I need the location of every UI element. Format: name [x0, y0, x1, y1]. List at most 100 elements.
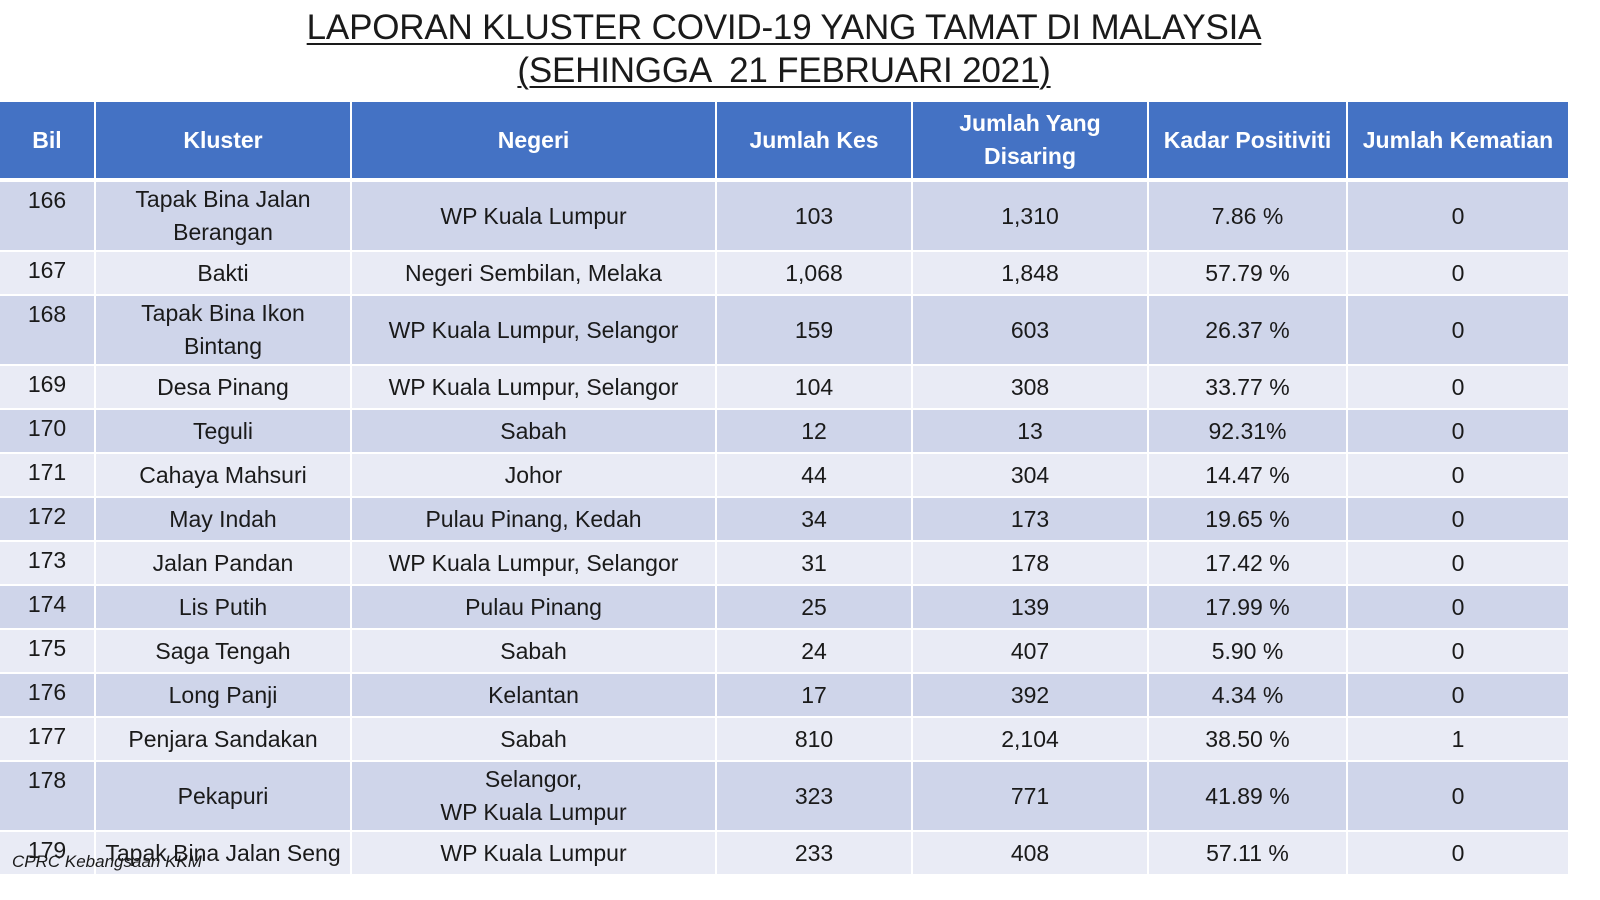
title-line-1: LAPORAN KLUSTER COVID-19 YANG TAMAT DI M… — [306, 8, 1262, 47]
cell-bil: 168 — [0, 295, 96, 366]
header-kluster: Kluster — [95, 102, 352, 182]
header-row: Bil Kluster Negeri Jumlah Kes Jumlah Yan… — [0, 102, 1568, 182]
cell-kluster-line1: Long Panji — [168, 681, 278, 708]
cell-negeri: WP Kuala Lumpur, Selangor — [351, 541, 717, 586]
cell-jumlah-kematian: 0 — [1347, 497, 1568, 542]
cell-kluster: Jalan Pandan — [95, 541, 352, 586]
table-row: 170 Teguli Sabah 12 13 92.31% 0 — [0, 409, 1568, 454]
cell-jumlah-kematian: 0 — [1347, 831, 1568, 876]
cell-jumlah-kematian: 0 — [1347, 409, 1568, 454]
cell-jumlah-disaring: 392 — [912, 673, 1149, 718]
cell-negeri-line1: Johor — [504, 461, 563, 488]
cell-kluster: Long Panji — [95, 673, 352, 718]
cell-negeri: Kelantan — [351, 673, 717, 718]
cell-jumlah-kematian: 0 — [1347, 673, 1568, 718]
cluster-table: Bil Kluster Negeri Jumlah Kes Jumlah Yan… — [0, 102, 1568, 876]
cell-negeri-line1: WP Kuala Lumpur — [440, 839, 627, 866]
table-row: 168 Tapak Bina Ikon Bintang WP Kuala Lumpur… — [0, 295, 1568, 366]
cell-negeri: Johor — [351, 453, 717, 498]
cell-kluster-line1: Lis Putih — [178, 593, 268, 620]
cell-negeri: Sabah — [351, 409, 717, 454]
cell-kluster-line1: Pekapuri — [177, 782, 269, 809]
cell-kadar-positiviti: 26.37 % — [1148, 295, 1348, 366]
cell-negeri: Sabah — [351, 629, 717, 674]
header-bil: Bil — [0, 102, 96, 182]
cell-kadar-positiviti: 33.77 % — [1148, 365, 1348, 410]
table-row: 174 Lis Putih Pulau Pinang 25 139 17.99 % 0 — [0, 585, 1568, 630]
cell-jumlah-kes: 159 — [716, 295, 913, 366]
cell-kluster: Cahaya Mahsuri — [95, 453, 352, 498]
cell-bil: 177 — [0, 717, 96, 762]
cell-jumlah-kes: 103 — [716, 180, 913, 252]
cell-jumlah-disaring: 304 — [912, 453, 1149, 498]
cell-jumlah-disaring: 771 — [912, 761, 1149, 832]
cell-negeri-line1: Sabah — [500, 637, 567, 664]
cell-jumlah-kes: 233 — [716, 831, 913, 876]
cell-jumlah-kes: 24 — [716, 629, 913, 674]
cell-negeri: Sabah — [351, 717, 717, 762]
cell-negeri: Pulau Pinang — [351, 585, 717, 630]
cell-kluster-line1: Tapak Bina Ikon — [141, 300, 305, 326]
header-jumlah-kes: Jumlah Kes — [716, 102, 913, 182]
cell-jumlah-kes: 44 — [716, 453, 913, 498]
cell-jumlah-disaring: 408 — [912, 831, 1149, 876]
cell-jumlah-kes: 25 — [716, 585, 913, 630]
table-row: 179 Tapak Bina Jalan Seng WP Kuala Lumpur 2… — [0, 831, 1568, 876]
cell-kadar-positiviti: 19.65 % — [1148, 497, 1348, 542]
cell-jumlah-kematian: 0 — [1347, 365, 1568, 410]
cell-jumlah-kes: 323 — [716, 761, 913, 832]
cell-jumlah-disaring: 173 — [912, 497, 1149, 542]
cell-kluster: Tapak Bina Ikon Bintang — [95, 295, 352, 366]
header-jumlah-disaring: Jumlah Yang Disaring — [912, 102, 1149, 182]
cell-bil: 166 — [0, 180, 96, 252]
cell-kluster-line2: Berangan — [173, 219, 273, 245]
cell-kluster: Tapak Bina Jalan Seng — [95, 831, 352, 876]
cell-jumlah-disaring: 2,104 — [912, 717, 1149, 762]
cell-kadar-positiviti: 57.79 % — [1148, 251, 1348, 296]
cell-negeri: Negeri Sembilan, Melaka — [351, 251, 717, 296]
table-row: 169 Desa Pinang WP Kuala Lumpur, Selangor 1… — [0, 365, 1568, 410]
cell-negeri: Selangor, WP Kuala Lumpur — [351, 761, 717, 832]
cell-kluster: Bakti — [95, 251, 352, 296]
cell-jumlah-disaring: 178 — [912, 541, 1149, 586]
cell-kluster-line1: Penjara Sandakan — [128, 725, 318, 752]
cell-kluster: Penjara Sandakan — [95, 717, 352, 762]
cell-negeri-line1: WP Kuala Lumpur, Selangor — [388, 549, 679, 576]
cell-jumlah-kematian: 0 — [1347, 761, 1568, 832]
cell-bil: 171 — [0, 453, 96, 498]
cell-kadar-positiviti: 14.47 % — [1148, 453, 1348, 498]
cell-jumlah-disaring: 603 — [912, 295, 1149, 366]
cell-jumlah-disaring: 1,848 — [912, 251, 1149, 296]
table-row: 176 Long Panji Kelantan 17 392 4.34 % 0 — [0, 673, 1568, 718]
cell-bil: 178 — [0, 761, 96, 832]
cell-bil: 176 — [0, 673, 96, 718]
cell-kluster: Desa Pinang — [95, 365, 352, 410]
cell-bil: 174 — [0, 585, 96, 630]
cell-bil: 172 — [0, 497, 96, 542]
report-title: LAPORAN KLUSTER COVID-19 YANG TAMAT DI M… — [0, 6, 1568, 92]
table-header: Bil Kluster Negeri Jumlah Kes Jumlah Yan… — [0, 102, 1568, 182]
cell-jumlah-kes: 34 — [716, 497, 913, 542]
table-row: 171 Cahaya Mahsuri Johor 44 304 14.47 % 0 — [0, 453, 1568, 498]
cell-kluster-line1: Tapak Bina Jalan — [135, 186, 311, 212]
cell-kluster: Saga Tengah — [95, 629, 352, 674]
cell-kadar-positiviti: 17.99 % — [1148, 585, 1348, 630]
cell-kadar-positiviti: 38.50 % — [1148, 717, 1348, 762]
table-row: 178 Pekapuri Selangor, WP Kuala Lumpur 323 77… — [0, 761, 1568, 832]
cell-negeri: WP Kuala Lumpur, Selangor — [351, 365, 717, 410]
cell-kluster: Tapak Bina Jalan Berangan — [95, 180, 352, 252]
cell-negeri: Pulau Pinang, Kedah — [351, 497, 717, 542]
cell-negeri: WP Kuala Lumpur — [351, 831, 717, 876]
cell-kluster-line1: Teguli — [192, 417, 254, 444]
cell-bil: 179 — [0, 831, 96, 876]
table-row: 166 Tapak Bina Jalan Berangan WP Kuala Lump… — [0, 180, 1568, 252]
cell-negeri-line1: Sabah — [500, 725, 567, 752]
cell-negeri-line2: WP Kuala Lumpur — [440, 799, 627, 825]
cell-kluster: Teguli — [95, 409, 352, 454]
cell-jumlah-kes: 810 — [716, 717, 913, 762]
cell-kluster-line1: Cahaya Mahsuri — [139, 461, 307, 488]
source-note: CPRC Kebangsaan KKM — [12, 852, 202, 871]
cell-jumlah-kes: 17 — [716, 673, 913, 718]
cell-jumlah-kematian: 0 — [1347, 180, 1568, 252]
cell-jumlah-kematian: 0 — [1347, 629, 1568, 674]
